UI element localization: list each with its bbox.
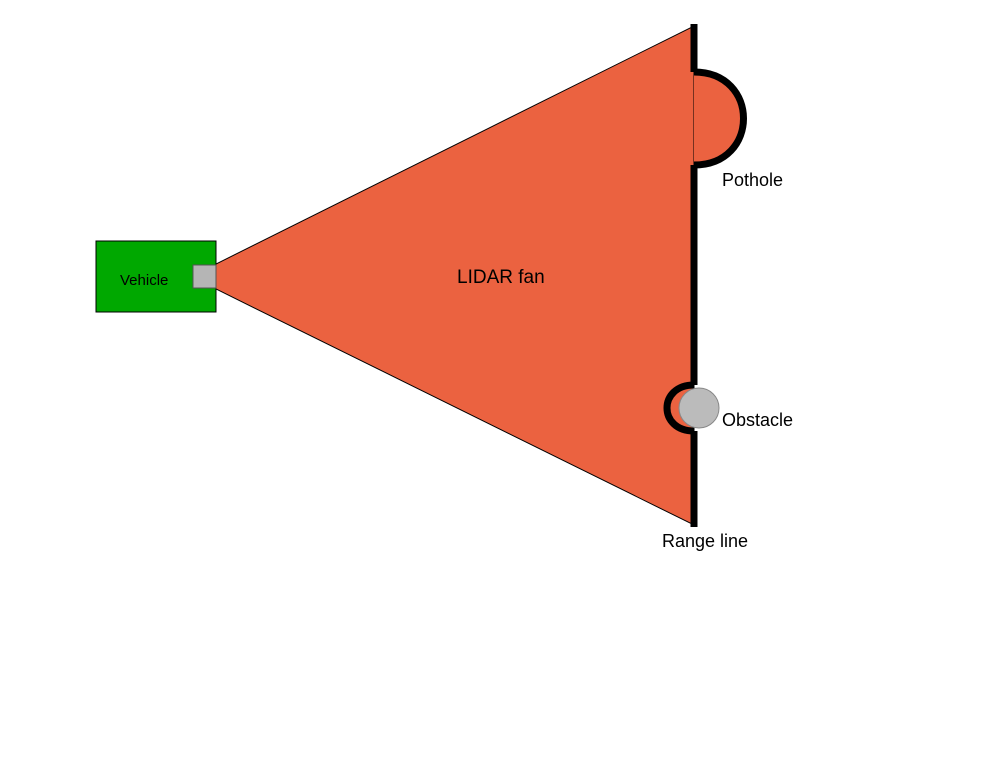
pothole-label: Pothole — [722, 170, 783, 190]
lidar-fan-label: LIDAR fan — [457, 267, 545, 288]
lidar-sensor — [192, 264, 217, 289]
pothole-bulge — [694, 72, 744, 165]
lidar-fan — [215, 25, 695, 526]
obstacle-circle — [678, 387, 720, 429]
vehicle-label: Vehicle — [120, 272, 168, 289]
range-line-label: Range line — [662, 531, 748, 551]
obstacle-curve — [663, 381, 695, 435]
obstacle-label: Obstacle — [722, 410, 793, 430]
pothole-curve — [693, 68, 747, 169]
